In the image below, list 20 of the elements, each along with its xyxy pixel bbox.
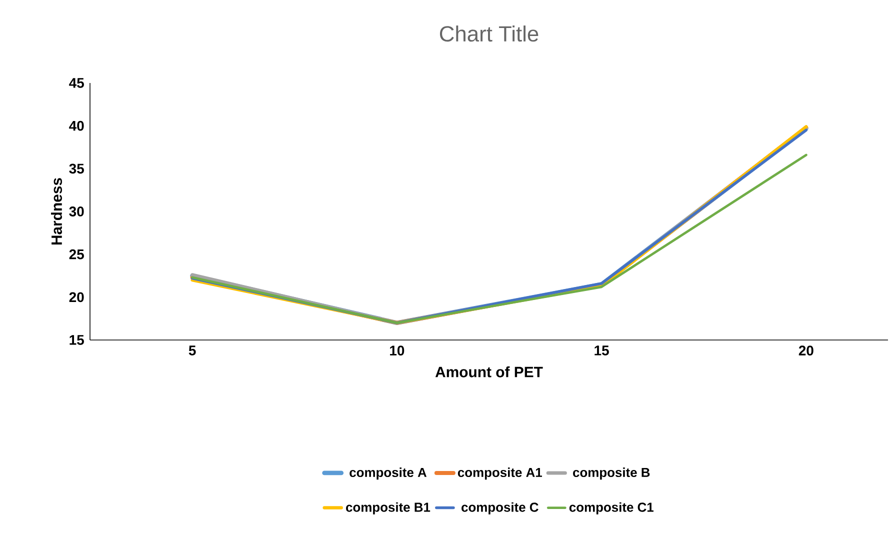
- y-tick-label: 25: [69, 249, 84, 260]
- legend-label: composite B: [573, 468, 650, 480]
- y-tick-label: 15: [70, 335, 84, 345]
- x-tick-label: 10: [390, 346, 404, 356]
- x-tick-label: 15: [594, 346, 609, 356]
- x-tick-label: 5: [188, 346, 196, 356]
- legend-label: composite A1: [458, 468, 542, 480]
- y-tick-label: 40: [69, 120, 84, 131]
- legend-label: composite A: [350, 468, 427, 480]
- y-tick-label: 45: [69, 78, 84, 88]
- y-tick-label: 30: [69, 206, 84, 216]
- y-tick-label: 35: [69, 164, 84, 174]
- legend-label: composite C: [462, 502, 538, 514]
- x-tick-label: 20: [798, 346, 814, 356]
- chart-title: Chart Title: [440, 26, 538, 42]
- y-tick-label: 20: [69, 292, 84, 302]
- y-axis-title: Hardness: [51, 178, 62, 245]
- legend-label: composite C1: [569, 502, 654, 514]
- x-axis-title: Amount of PET: [435, 366, 543, 378]
- legend-label: composite B1: [346, 502, 430, 514]
